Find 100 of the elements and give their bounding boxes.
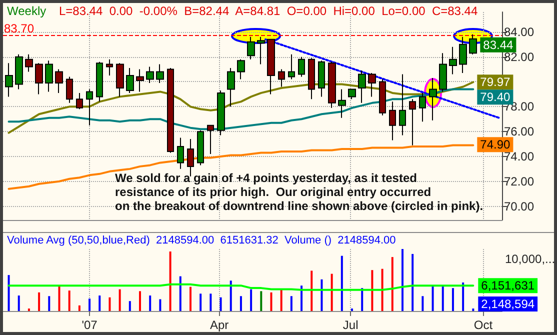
annotation: 2,148,594 — [481, 297, 535, 311]
candlestick — [96, 61, 103, 102]
bar — [270, 292, 272, 311]
candlestick — [429, 78, 437, 121]
annotation: We sold for a gain of +4 points yesterday, as it tested resistance of its prior high. Our original entry occurred on the breakout of downtrend line shown above (circled in pink). — [115, 171, 484, 213]
candlestick — [469, 34, 477, 55]
candlestick — [389, 101, 396, 141]
candlestick — [348, 88, 356, 100]
bar — [401, 249, 404, 311]
bar — [300, 286, 303, 311]
y-tick-label: 76.00 — [504, 124, 534, 139]
candlestick — [167, 68, 174, 154]
candlestick — [217, 90, 225, 136]
candlestick — [399, 74, 406, 136]
bar — [452, 288, 454, 311]
bar — [220, 297, 222, 311]
candlestick — [247, 36, 255, 60]
bar — [412, 254, 414, 311]
candlestick — [15, 54, 23, 90]
candlestick — [237, 58, 245, 80]
candlestick — [288, 54, 295, 80]
candlestick — [439, 52, 447, 92]
candlestick — [5, 62, 13, 98]
candlestick — [177, 137, 184, 170]
bar — [330, 274, 333, 311]
candlestick — [257, 36, 265, 65]
candlestick — [55, 68, 63, 94]
chart-subtitle: L=83.44 0.00 -0.00% B=82.44 A=84.81 O=0.00 Hi=0.00 Lo=0.00 C=83.44 — [59, 4, 478, 18]
bar — [310, 270, 313, 311]
bar — [189, 286, 192, 311]
candlestick — [308, 58, 315, 100]
data-label: 79.97 — [480, 75, 511, 90]
bar — [240, 296, 242, 311]
candlestick — [358, 70, 366, 104]
bar — [38, 292, 40, 311]
bar — [210, 294, 212, 311]
bar — [230, 280, 232, 311]
text: Volume Avg (50,50,blue,Red) 2148594.00 6151631.32 Volume () 2148594.00 — [7, 234, 396, 246]
bar — [200, 294, 202, 311]
data-label: 79.40 — [480, 90, 511, 104]
bar — [442, 286, 444, 311]
bar — [340, 256, 343, 311]
bar — [108, 297, 111, 311]
candlestick — [116, 62, 124, 98]
x-tick-label: Apr — [210, 318, 229, 332]
bar — [139, 291, 142, 311]
candlestick — [126, 68, 134, 94]
text: 83.44 — [483, 38, 514, 52]
bar — [371, 270, 374, 311]
candlestick — [379, 78, 386, 116]
candlestick — [278, 68, 285, 88]
candlestick — [45, 60, 53, 92]
bar — [320, 279, 323, 311]
candlestick — [197, 130, 204, 166]
candlestick — [35, 62, 43, 95]
candlestick — [187, 138, 194, 177]
candlestick — [227, 68, 235, 108]
candlestick — [419, 92, 426, 122]
x-tick-label: '07 — [82, 318, 98, 332]
candlestick — [156, 64, 164, 84]
chart-title: Weekly — [7, 4, 46, 18]
bar — [8, 275, 10, 311]
y-tick-label: 72.00 — [504, 174, 534, 188]
text: 10,000,... — [505, 252, 556, 266]
bar — [58, 286, 60, 311]
candlestick — [318, 60, 325, 98]
candlestick — [25, 54, 33, 72]
candlestick — [409, 98, 416, 146]
bar — [68, 290, 70, 311]
bar — [149, 296, 152, 311]
bar — [179, 276, 182, 311]
bar — [128, 301, 131, 311]
candlestick — [76, 92, 83, 110]
candlestick — [338, 88, 346, 118]
bar — [78, 305, 80, 311]
line-series — [8, 81, 474, 134]
candlestick — [328, 61, 336, 108]
bar — [250, 289, 252, 311]
line-series — [8, 88, 474, 130]
bar — [381, 268, 384, 311]
bar — [462, 282, 464, 311]
candlestick — [86, 88, 93, 126]
bar — [118, 289, 121, 311]
bar — [159, 299, 162, 311]
candlestick — [207, 124, 214, 154]
candlestick — [267, 38, 275, 95]
candlestick — [298, 56, 305, 78]
bar — [422, 296, 424, 311]
bar — [432, 286, 434, 311]
candlestick — [459, 36, 467, 74]
x-tick-label: Jul — [342, 318, 358, 332]
bar — [280, 289, 282, 311]
bar — [391, 257, 394, 311]
bar — [290, 296, 292, 311]
bar — [18, 296, 20, 311]
bar — [88, 298, 91, 311]
ref-line-label: 83.70 — [4, 22, 34, 36]
bar — [260, 291, 262, 311]
candlestick — [66, 76, 73, 104]
data-label: 74.90 — [480, 138, 511, 152]
